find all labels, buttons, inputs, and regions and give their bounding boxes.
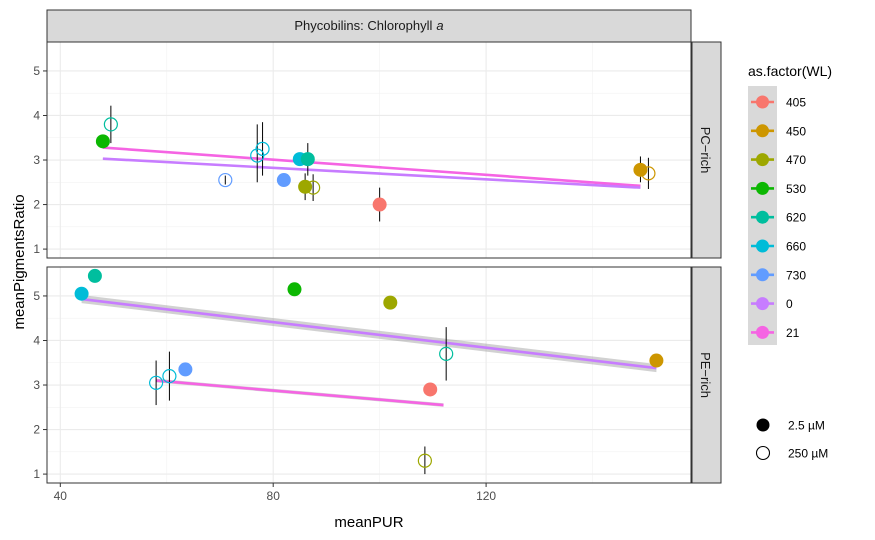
data-point: [218, 172, 233, 188]
panel-strip-pe: [691, 266, 722, 484]
size-legend-label: 2.5 µM: [788, 419, 825, 433]
legend-label: 530: [786, 182, 806, 196]
facet-title: Phycobilins: Chlorophyll a: [294, 18, 443, 33]
x-tick-label: 80: [267, 489, 281, 503]
panel-pe-rich: [46, 266, 692, 484]
y-tick-label: 3: [33, 378, 40, 392]
data-point: [423, 382, 438, 397]
x-tick-label: 120: [476, 489, 496, 503]
legend-key-point: [756, 181, 769, 195]
legend-key-point: [756, 297, 769, 311]
legend-key-point: [756, 153, 769, 167]
data-point: [417, 453, 432, 468]
data-point: [649, 353, 664, 368]
size-legend-key: [755, 445, 771, 461]
regression-line: [155, 379, 444, 407]
data-point: [439, 346, 454, 361]
legend-label: 730: [786, 268, 806, 282]
axis-ticks: 1 2 3 4 5 1 2 3 4 5 40 80 120: [33, 64, 496, 503]
y-tick-label: 2: [33, 423, 40, 437]
panel-border: [46, 41, 692, 259]
data-point: [633, 162, 648, 177]
regression-line: [102, 146, 641, 188]
data-point: [149, 375, 164, 390]
legend-label: 620: [786, 211, 806, 225]
data-point: [306, 180, 321, 195]
data-point: [300, 152, 315, 167]
data-point: [372, 197, 387, 212]
regression-line: [102, 157, 641, 189]
data-point: [95, 134, 110, 149]
legend-key-point: [756, 268, 769, 282]
data-point: [103, 117, 118, 132]
x-axis-title: meanPUR: [334, 514, 403, 531]
legend-key-point: [756, 95, 769, 109]
legend-key-point: [756, 124, 769, 138]
panel-pc-rich: [46, 41, 692, 259]
size-legend-label: 250 µM: [788, 447, 828, 461]
y-tick-label: 1: [33, 242, 40, 256]
legend-label: 450: [786, 124, 806, 138]
y-tick-label: 4: [33, 108, 40, 122]
legend: 405 450 470 530 620 660 730 0 21: [751, 95, 806, 340]
panel-strip-pc: [691, 41, 722, 259]
x-tick-label: 40: [54, 489, 68, 503]
legend-label: 660: [786, 240, 806, 254]
y-tick-label: 1: [33, 467, 40, 481]
data-point: [74, 286, 89, 301]
data-point: [162, 369, 177, 384]
legend-key-point: [756, 210, 769, 224]
data-point: [383, 295, 398, 310]
data-point: [287, 282, 302, 297]
legend-key-point: [756, 325, 769, 339]
y-tick-label: 4: [33, 333, 40, 347]
panel-background: [47, 267, 691, 483]
panel-border: [46, 266, 692, 484]
facet-strip: [46, 9, 692, 43]
legend-label: 405: [786, 96, 806, 110]
data-point: [641, 166, 656, 181]
y-tick-label: 2: [33, 198, 40, 212]
panel-label-pc: PC−rich: [698, 127, 713, 174]
size-legend: 2.5 µM 250 µM: [755, 418, 828, 461]
size-legend-key: [756, 418, 770, 432]
y-tick-label: 5: [33, 289, 40, 303]
data-point: [178, 362, 193, 377]
legend-key-point: [756, 239, 769, 253]
regression-line: [81, 297, 657, 370]
legend-label: 0: [786, 297, 793, 311]
legend-title: as.factor(WL): [748, 63, 832, 79]
data-point: [87, 268, 102, 283]
panel-label-pe: PE−rich: [698, 352, 713, 398]
y-tick-label: 5: [33, 64, 40, 78]
legend-label: 21: [786, 326, 800, 340]
y-tick-label: 3: [33, 153, 40, 167]
y-axis-title: meanPigmentsRatio: [11, 194, 28, 329]
data-point: [255, 141, 270, 156]
legend-label: 470: [786, 153, 806, 167]
data-point: [276, 173, 291, 188]
